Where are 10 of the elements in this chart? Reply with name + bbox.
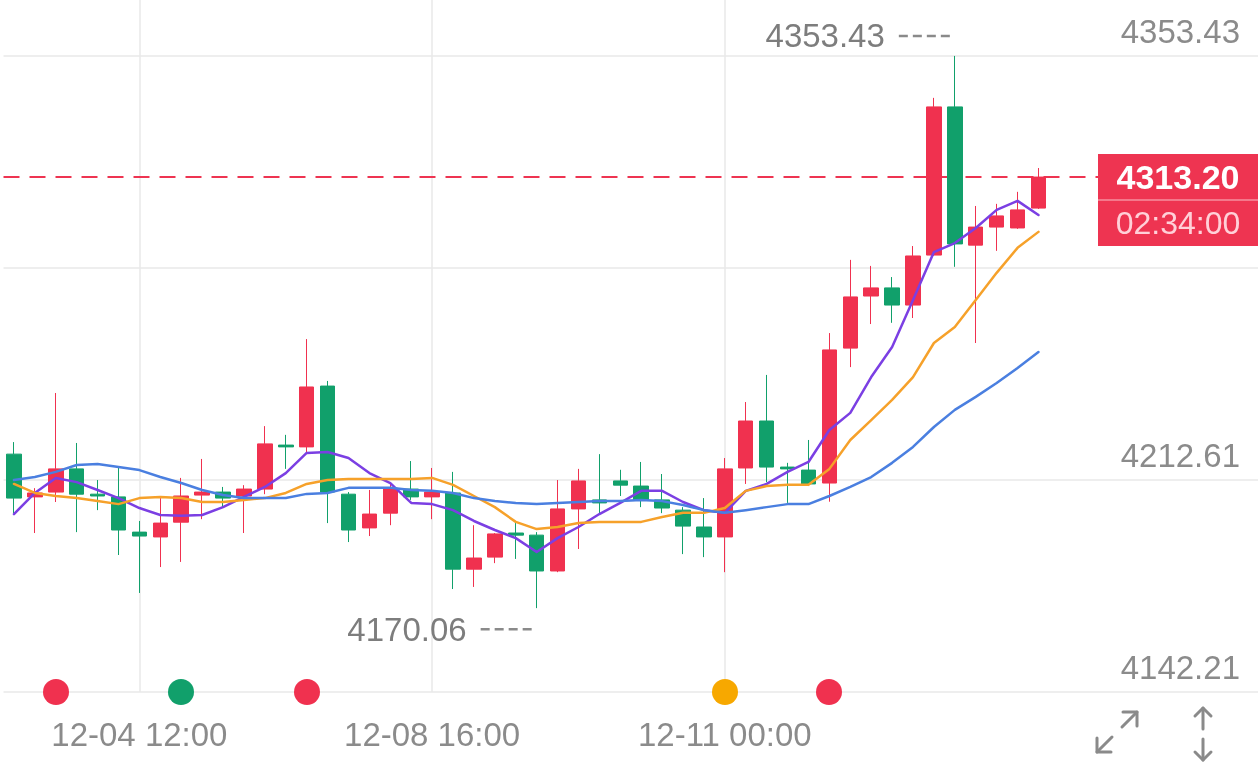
x-tick-label: 12-08 16:00 bbox=[344, 716, 521, 753]
x-tick-label: 12-11 00:00 bbox=[637, 716, 812, 753]
annotation: 4170.06 bbox=[347, 610, 467, 648]
text: 02:34:00 bbox=[1115, 205, 1241, 242]
annotation: 4353.43 bbox=[765, 17, 885, 55]
y-tick-label: 4142.21 bbox=[1120, 649, 1240, 686]
x-tick-label: 12-04 12:00 bbox=[51, 716, 228, 753]
y-tick-label: 4212.61 bbox=[1120, 436, 1240, 474]
ref-line-label: 4313.20 bbox=[1116, 158, 1240, 197]
y-tick-label: 4353.43 bbox=[1120, 12, 1240, 50]
